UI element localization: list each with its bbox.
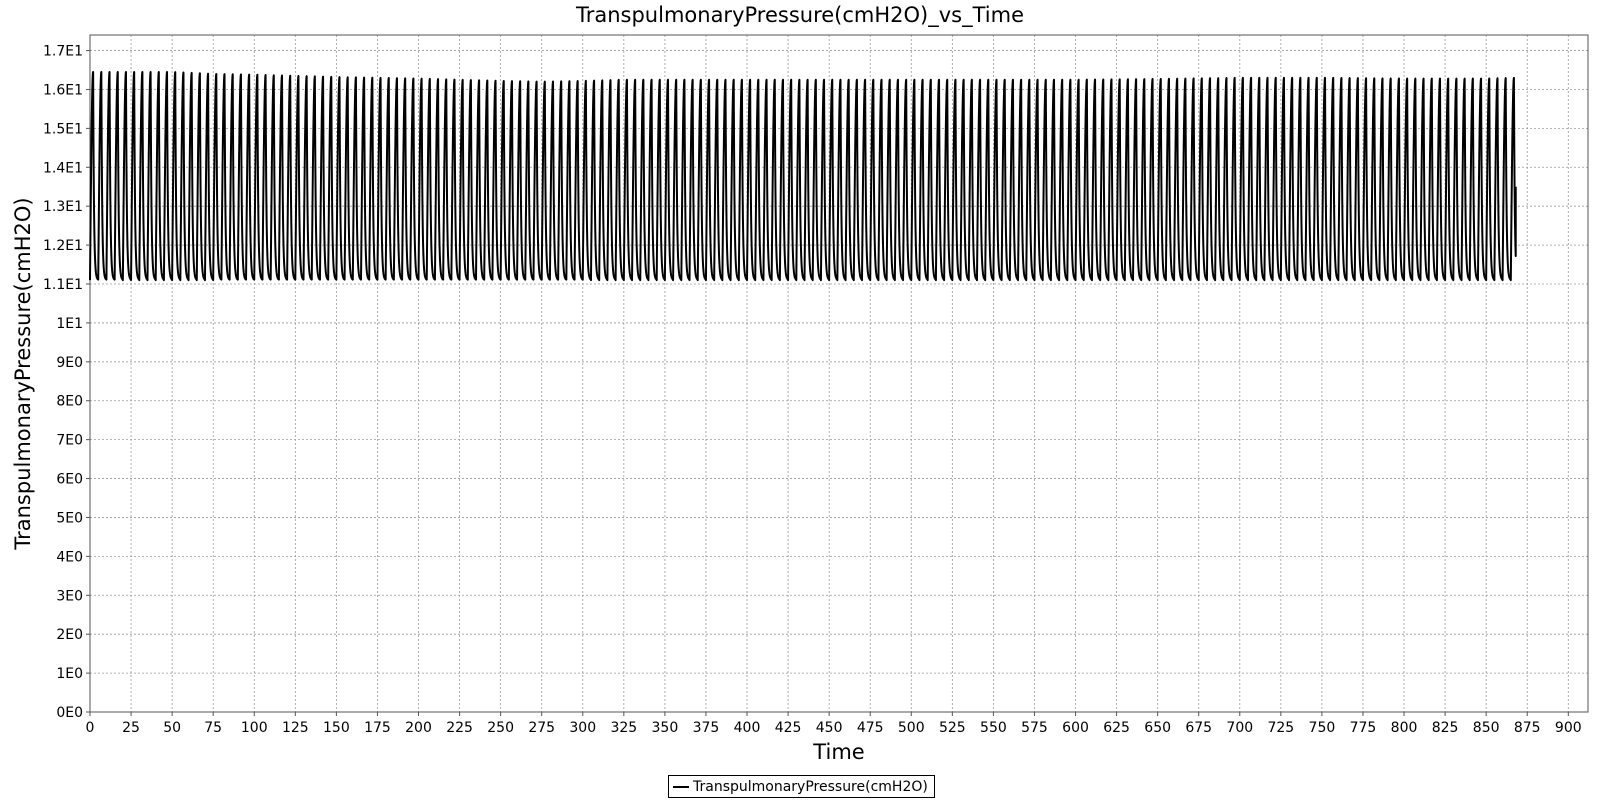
- x-axis-title: Time: [812, 740, 864, 764]
- x-tick-label: 500: [898, 720, 925, 736]
- x-tick-label: 0: [86, 720, 95, 736]
- x-tick-label: 425: [775, 720, 802, 736]
- chart-title: TranspulmonaryPressure(cmH2O)_vs_Time: [575, 3, 1024, 27]
- y-tick-label: 7E0: [56, 433, 83, 449]
- x-tick-label: 175: [364, 720, 391, 736]
- x-tick-label: 450: [816, 720, 843, 736]
- x-tick-label: 125: [282, 720, 309, 736]
- series-layer: [89, 70, 1517, 282]
- y-tick-label: 1.5E1: [43, 121, 83, 137]
- x-tick-label: 75: [204, 720, 222, 736]
- x-tick-label: 575: [1021, 720, 1048, 736]
- x-tick-label: 225: [446, 720, 473, 736]
- x-tick-label: 800: [1391, 720, 1418, 736]
- x-tick-label: 825: [1432, 720, 1459, 736]
- x-tick-label: 750: [1309, 720, 1336, 736]
- y-tick-label: 1.4E1: [43, 160, 83, 176]
- y-tick-label: 2E0: [56, 627, 83, 643]
- x-tick-label: 150: [323, 720, 350, 736]
- x-tick-label: 50: [163, 720, 181, 736]
- y-tick-label: 1.1E1: [43, 277, 83, 293]
- x-tick-label: 325: [610, 720, 637, 736]
- x-tick-label: 775: [1350, 720, 1377, 736]
- x-tick-label: 725: [1267, 720, 1294, 736]
- x-tick-label: 850: [1473, 720, 1500, 736]
- y-tick-label: 5E0: [56, 510, 83, 526]
- y-tick-label: 4E0: [56, 549, 83, 565]
- y-tick-label: 1E1: [56, 316, 83, 332]
- x-tick-label: 625: [1103, 720, 1130, 736]
- x-tick-label: 250: [487, 720, 514, 736]
- x-tick-label: 475: [857, 720, 884, 736]
- series-line-transpulmonary-pressure: [89, 70, 1517, 282]
- plot-frame: [89, 34, 1589, 713]
- y-tick-label: 1.7E1: [43, 44, 83, 60]
- x-tick-label: 900: [1555, 720, 1582, 736]
- x-tick-label: 700: [1226, 720, 1253, 736]
- x-tick-label: 100: [241, 720, 268, 736]
- x-tick-label: 650: [1144, 720, 1171, 736]
- y-tick-label: 6E0: [56, 472, 83, 488]
- y-tick-label: 0E0: [56, 705, 83, 721]
- x-tick-label: 675: [1185, 720, 1212, 736]
- x-tick-label: 550: [980, 720, 1007, 736]
- x-tick-label: 375: [693, 720, 720, 736]
- x-tick-label: 400: [734, 720, 761, 736]
- y-tick-label: 1.2E1: [43, 238, 83, 254]
- legend-swatch: [673, 785, 689, 788]
- x-tick-label: 300: [569, 720, 596, 736]
- x-tick-label: 200: [405, 720, 432, 736]
- y-tick-label: 9E0: [56, 355, 83, 371]
- y-tick-label: 3E0: [56, 588, 83, 604]
- y-tick-label: 8E0: [56, 394, 83, 410]
- legend: TranspulmonaryPressure(cmH2O): [668, 775, 935, 798]
- grid: [89, 35, 1588, 713]
- y-axis-title: TranspulmonaryPressure(cmH2O): [11, 197, 35, 550]
- x-tick-label: 350: [652, 720, 679, 736]
- y-tick-label: 1E0: [56, 666, 83, 682]
- x-tick-label: 25: [122, 720, 140, 736]
- y-tick-label: 1.3E1: [43, 199, 83, 215]
- legend-label: TranspulmonaryPressure(cmH2O): [693, 778, 928, 795]
- ticks: 0 25 50 75 100 125 150 175 200 225 250 275 300 325 350…: [43, 44, 1582, 736]
- x-tick-label: 275: [528, 720, 555, 736]
- x-tick-label: 525: [939, 720, 966, 736]
- x-tick-label: 600: [1062, 720, 1089, 736]
- y-tick-label: 1.6E1: [43, 82, 83, 98]
- x-tick-label: 875: [1514, 720, 1541, 736]
